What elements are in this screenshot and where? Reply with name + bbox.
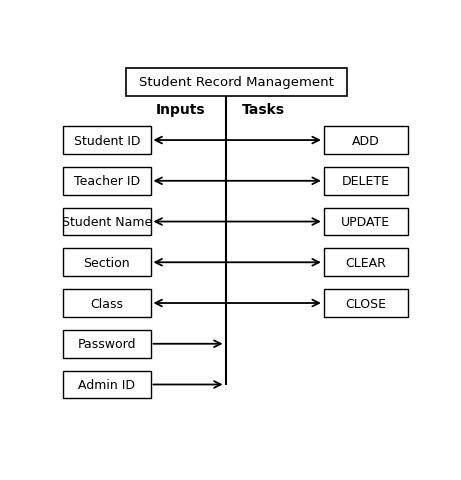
Text: Admin ID: Admin ID	[78, 378, 135, 391]
FancyBboxPatch shape	[63, 289, 150, 317]
FancyBboxPatch shape	[324, 127, 408, 155]
Text: Section: Section	[83, 256, 130, 269]
FancyBboxPatch shape	[324, 168, 408, 195]
Text: Class: Class	[90, 297, 123, 310]
FancyBboxPatch shape	[63, 249, 150, 276]
FancyBboxPatch shape	[63, 330, 150, 358]
FancyBboxPatch shape	[63, 168, 150, 195]
Text: DELETE: DELETE	[342, 175, 390, 188]
FancyBboxPatch shape	[324, 249, 408, 276]
Text: Teacher ID: Teacher ID	[74, 175, 140, 188]
Text: Student ID: Student ID	[73, 134, 140, 147]
Text: Inputs: Inputs	[156, 103, 206, 117]
Text: ADD: ADD	[352, 134, 380, 147]
FancyBboxPatch shape	[63, 208, 150, 236]
Text: Password: Password	[77, 337, 136, 350]
FancyBboxPatch shape	[324, 289, 408, 317]
Text: CLOSE: CLOSE	[345, 297, 386, 310]
Text: Student Name: Student Name	[62, 216, 152, 228]
Text: UPDATE: UPDATE	[341, 216, 390, 228]
Text: CLEAR: CLEAR	[345, 256, 386, 269]
FancyBboxPatch shape	[125, 69, 347, 96]
FancyBboxPatch shape	[63, 127, 150, 155]
FancyBboxPatch shape	[63, 371, 150, 398]
Text: Tasks: Tasks	[242, 103, 284, 117]
Text: Student Record Management: Student Record Management	[139, 76, 334, 89]
FancyBboxPatch shape	[324, 208, 408, 236]
